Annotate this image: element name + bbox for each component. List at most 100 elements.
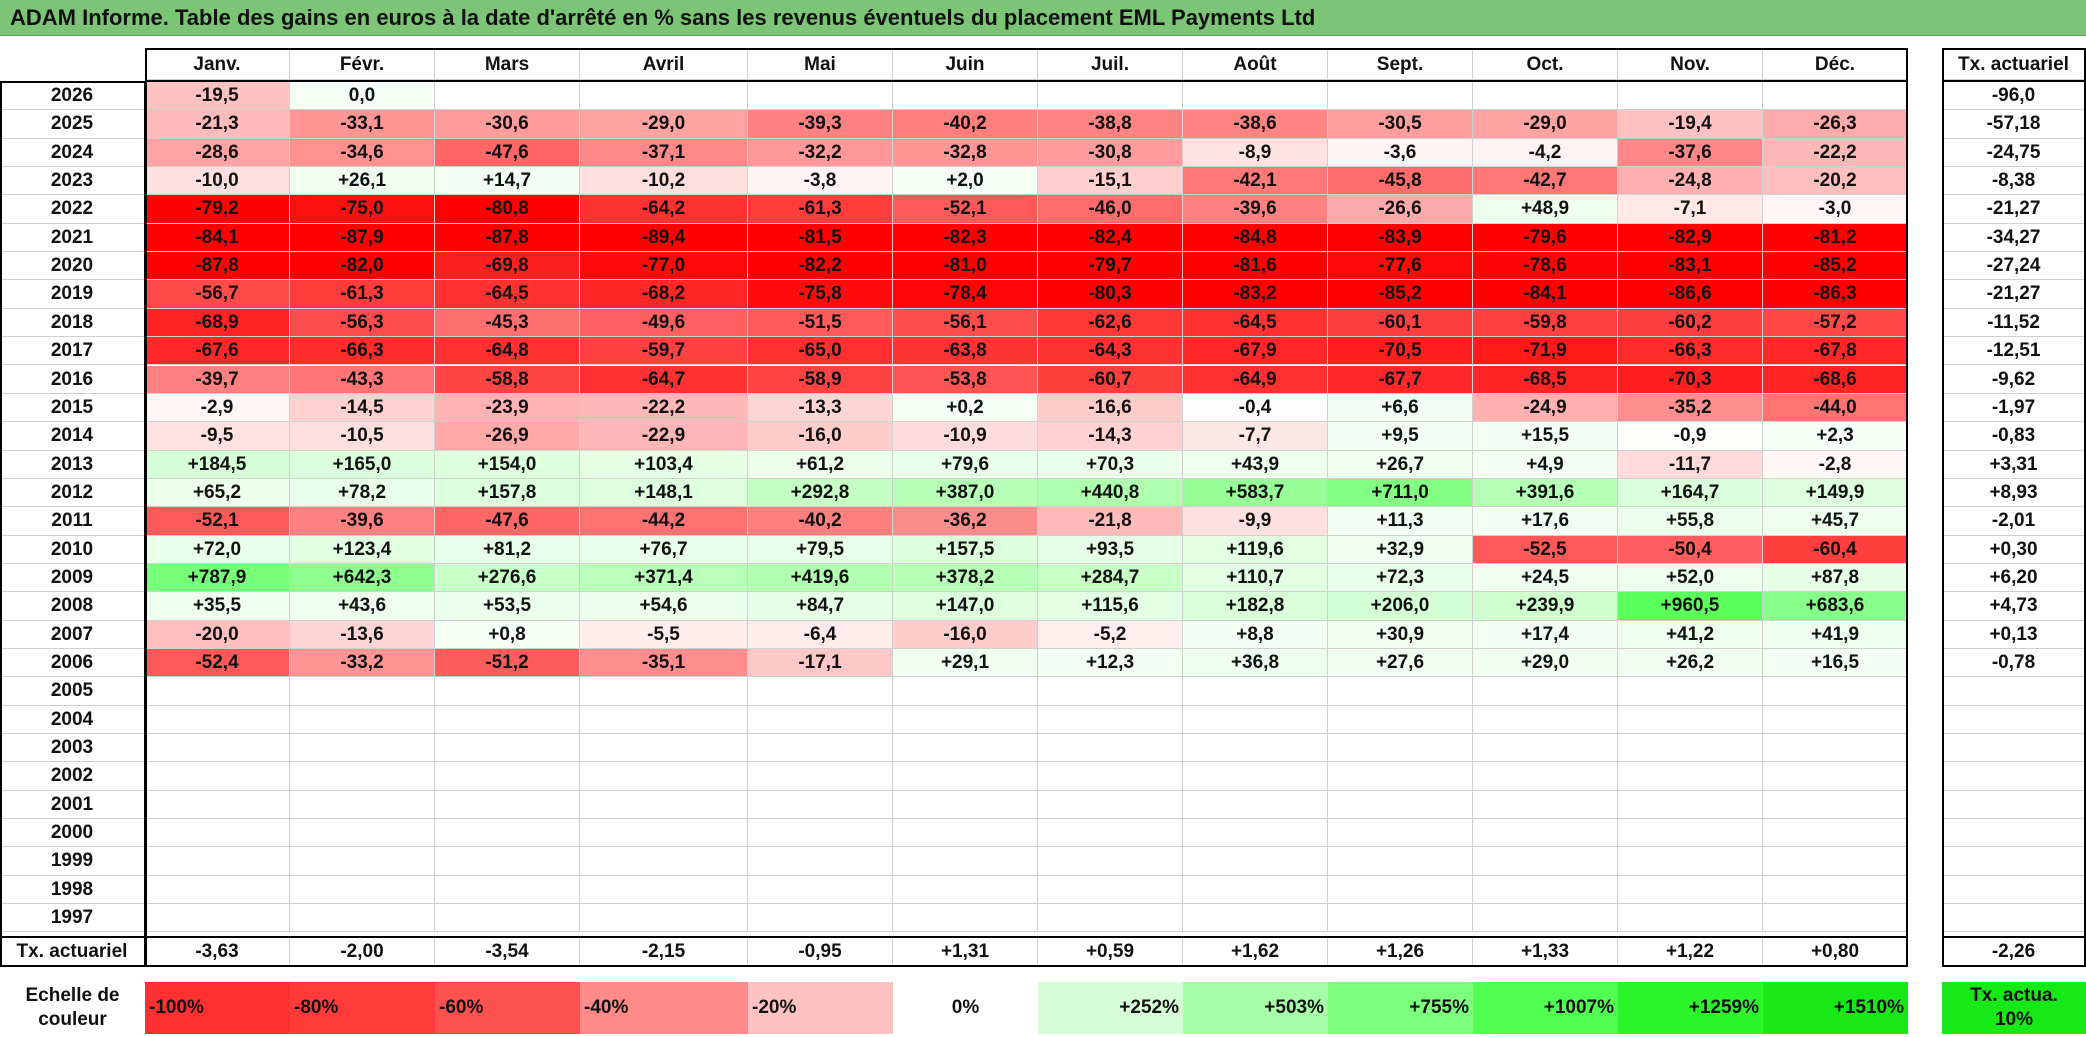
heatmap-cell (1618, 705, 1763, 735)
column-header-1: Févr. (290, 50, 435, 80)
annual-rate-cell: -57,18 (1942, 110, 2086, 139)
annual-rate-cell: -21,27 (1942, 195, 2086, 224)
heatmap-cell: -14,3 (1038, 422, 1183, 451)
heatmap-cell: +206,0 (1328, 592, 1473, 621)
page-title: ADAM Informe. Table des gains en euros à… (0, 0, 2086, 36)
heatmap-cell: +53,5 (435, 592, 580, 621)
heatmap-cell (1618, 734, 1763, 763)
heatmap-cell (145, 904, 290, 933)
row-year-label: 2014 (0, 422, 145, 451)
heatmap-cell (1473, 847, 1618, 876)
heatmap-cell: -61,3 (290, 280, 435, 309)
summary-cell: +1,22 (1618, 937, 1763, 967)
heatmap-cell: -19,5 (145, 82, 290, 111)
heatmap-cell: -26,3 (1763, 110, 1908, 139)
heatmap-cell: -67,7 (1328, 365, 1473, 394)
heatmap-cell: -36,2 (893, 507, 1038, 536)
heatmap-cell (1183, 904, 1328, 933)
heatmap-cell: -50,4 (1618, 535, 1763, 564)
heatmap-cell (290, 904, 435, 933)
row-year-label: 2004 (0, 705, 145, 735)
heatmap-cell (1473, 82, 1618, 111)
heatmap-cell: -64,2 (580, 195, 748, 224)
heatmap-cell: -78,6 (1473, 252, 1618, 281)
heatmap-cell: +0,2 (893, 393, 1038, 423)
heatmap-cell: -56,1 (893, 308, 1038, 338)
annual-scale-box: Tx. actua. 10% (1942, 982, 2086, 1034)
annual-rate-cell: -24,75 (1942, 138, 2086, 168)
heatmap-cell: -83,9 (1328, 223, 1473, 253)
annual-rate-cell: +0,30 (1942, 535, 2086, 564)
heatmap-cell (580, 847, 748, 876)
heatmap-cell (1473, 904, 1618, 933)
heatmap-cell (1763, 82, 1908, 111)
heatmap-cell: -10,9 (893, 422, 1038, 451)
heatmap-cell: +583,7 (1183, 478, 1328, 508)
heatmap-cell: -68,2 (580, 280, 748, 309)
color-scale-step: 0% (893, 982, 1038, 1034)
heatmap-cell: -81,0 (893, 252, 1038, 281)
heatmap-cell: +378,2 (893, 563, 1038, 593)
heatmap-cell (1038, 705, 1183, 735)
heatmap-cell: -23,9 (435, 393, 580, 423)
heatmap-cell (1328, 705, 1473, 735)
row-year-label: 1999 (0, 847, 145, 876)
heatmap-cell: -3,0 (1763, 195, 1908, 224)
heatmap-cell (1763, 677, 1908, 706)
heatmap-cell: -37,1 (580, 138, 748, 168)
heatmap-cell: -52,4 (145, 649, 290, 678)
heatmap-cell: -66,3 (1618, 337, 1763, 366)
heatmap-cell (1328, 677, 1473, 706)
heatmap-cell (580, 705, 748, 735)
heatmap-cell: -70,5 (1328, 337, 1473, 366)
heatmap-cell (580, 819, 748, 848)
heatmap-cell: +29,0 (1473, 649, 1618, 678)
heatmap-cell: +16,5 (1763, 649, 1908, 678)
heatmap-cell: +87,8 (1763, 563, 1908, 593)
heatmap-cell (435, 677, 580, 706)
heatmap-cell: -16,0 (893, 620, 1038, 649)
row-year-label: 2012 (0, 478, 145, 508)
heatmap-cell: +24,5 (1473, 563, 1618, 593)
heatmap-cell (435, 847, 580, 876)
row-year-label: 2020 (0, 252, 145, 281)
heatmap-cell: +284,7 (1038, 563, 1183, 593)
row-year-label: 2021 (0, 223, 145, 253)
heatmap-cell: +391,6 (1473, 478, 1618, 508)
heatmap-cell: -59,7 (580, 337, 748, 366)
heatmap-cell: -47,6 (435, 507, 580, 536)
annual-rate-cell (1942, 790, 2086, 820)
heatmap-cell: -71,9 (1473, 337, 1618, 366)
row-year-label: 2006 (0, 649, 145, 678)
heatmap-cell (1763, 904, 1908, 933)
heatmap-cell: -60,7 (1038, 365, 1183, 394)
heatmap-cell: -7,1 (1618, 195, 1763, 224)
heatmap-cell: -84,1 (1473, 280, 1618, 309)
heatmap-cell: -81,6 (1183, 252, 1328, 281)
annual-rate-cell: -21,27 (1942, 280, 2086, 309)
heatmap-cell: -67,9 (1183, 337, 1328, 366)
heatmap-cell (1473, 819, 1618, 848)
heatmap-cell (145, 790, 290, 820)
heatmap-cell: +29,1 (893, 649, 1038, 678)
heatmap-cell: +79,6 (893, 450, 1038, 479)
annual-rate-cell: +0,13 (1942, 620, 2086, 649)
annual-rate-cell (1942, 677, 2086, 706)
color-scale-label: Echelle de couleur (25, 985, 120, 1030)
summary-row-label: Tx. actuariel (0, 937, 145, 967)
heatmap-cell (1328, 790, 1473, 820)
heatmap-cell (1328, 847, 1473, 876)
heatmap-cell: -8,9 (1183, 138, 1328, 168)
heatmap-cell: +45,7 (1763, 507, 1908, 536)
annual-rate-cell: -0,83 (1942, 422, 2086, 451)
heatmap-cell (748, 677, 893, 706)
annual-header-divider (1942, 80, 2086, 82)
heatmap-cell: +43,6 (290, 592, 435, 621)
heatmap-cell: +52,0 (1618, 563, 1763, 593)
annual-rate-cell: -34,27 (1942, 223, 2086, 253)
heatmap-cell: -38,8 (1038, 110, 1183, 139)
heatmap-cell: +2,0 (893, 167, 1038, 196)
heatmap-cell: -40,2 (748, 507, 893, 536)
row-year-label: 2025 (0, 110, 145, 139)
heatmap-cell (145, 875, 290, 905)
